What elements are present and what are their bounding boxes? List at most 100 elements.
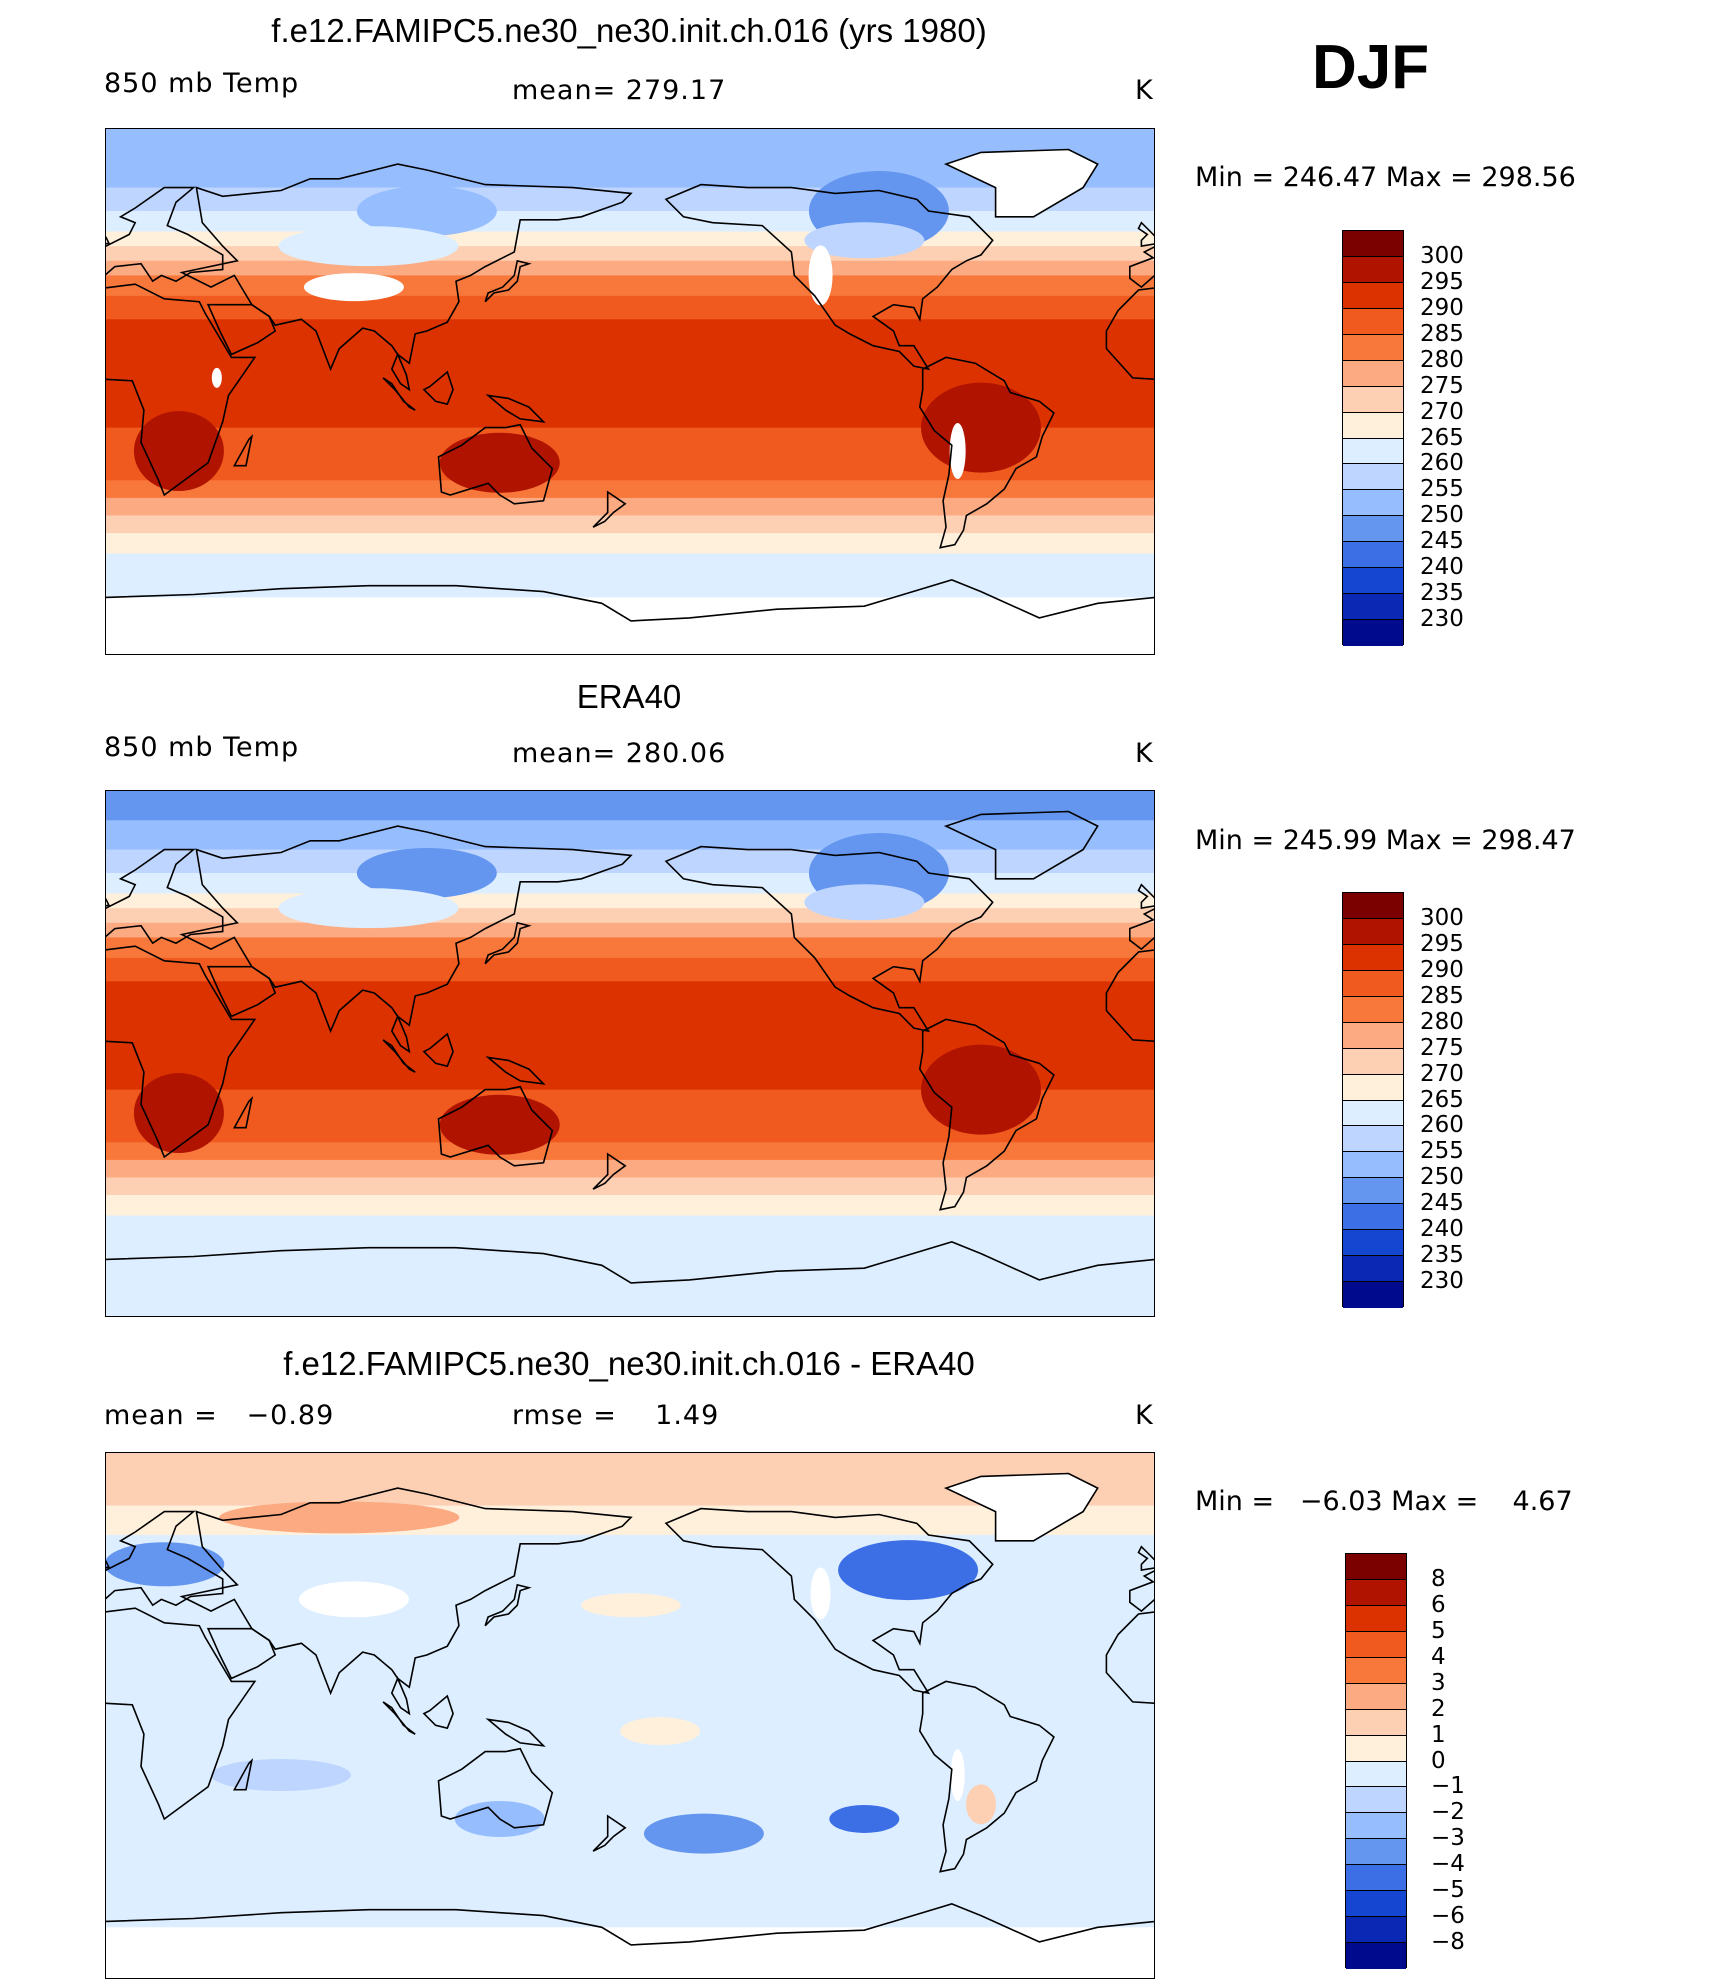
temperature-band: [106, 1236, 1154, 1260]
coastline-asia: [179, 163, 633, 372]
colorbar-box: [1343, 1126, 1403, 1153]
colorbar-label: 1: [1431, 1721, 1446, 1748]
south-pacific-cold-bias: [643, 1813, 764, 1854]
coastline-antarctica: [106, 1903, 1154, 1946]
colorbar-label: 5: [1431, 1617, 1446, 1644]
colorbar-label: 280: [1420, 1008, 1464, 1035]
coastline-antarctica: [106, 579, 1154, 622]
colorbar-box: [1343, 308, 1403, 335]
panel-obs-units: K: [1135, 738, 1154, 769]
warm-patch-australia: [439, 1094, 560, 1155]
panel-diff-colorbar-boxes: [1345, 1553, 1407, 1969]
colorbar-label: 300: [1420, 904, 1464, 931]
panel-obs-map: [105, 790, 1155, 1317]
temperature-band: [106, 1215, 1154, 1237]
cold-patch-siberia: [356, 847, 497, 898]
colorbar-label: 290: [1420, 294, 1464, 321]
coastline-uk: [1137, 1545, 1154, 1572]
colorbar-label: 280: [1420, 346, 1464, 373]
panel-diff-minmax: Min = −6.03 Max = 4.67: [1195, 1486, 1573, 1517]
temperature-band: [106, 849, 1154, 874]
coastline-asia: [179, 1487, 633, 1696]
panel-model-colorbar-boxes: [1342, 230, 1404, 646]
colorbar-label: 295: [1420, 930, 1464, 957]
colorbar-label: −5: [1431, 1877, 1465, 1904]
north-pacific-warm-bias: [581, 1593, 681, 1618]
panel-obs-mean-label: mean= 280.06: [512, 738, 727, 769]
temperature-band: [106, 1159, 1154, 1178]
colorbar-box: [1343, 282, 1403, 309]
panel-obs-colorbar-boxes: [1342, 892, 1404, 1308]
colorbar-label: −6: [1431, 1903, 1465, 1930]
temperature-band: [106, 872, 1154, 894]
coastline-japan: [484, 1583, 532, 1627]
colorbar-box: [1346, 1631, 1406, 1658]
colorbar-box: [1343, 1074, 1403, 1101]
colorbar-label: 285: [1420, 982, 1464, 1009]
panel-diff-map: [105, 1452, 1155, 1979]
colorbar-box: [1343, 594, 1403, 621]
panel-diff-title: f.e12.FAMIPC5.ne30_ne30.init.ch.016 - ER…: [283, 1345, 975, 1382]
panel-obs-minmax: Min = 245.99 Max = 298.47: [1195, 825, 1576, 856]
colorbar-box: [1343, 334, 1403, 361]
colorbar-box: [1343, 970, 1403, 997]
coastline-newguinea: [485, 1718, 546, 1747]
colorbar-label: −2: [1431, 1799, 1465, 1826]
colorbar-label: 270: [1420, 398, 1464, 425]
coastline-africa: [106, 945, 257, 1159]
colorbar-box: [1343, 542, 1403, 569]
colorbar-box: [1343, 1022, 1403, 1049]
colorbar-label: 4: [1431, 1643, 1446, 1670]
colorbar-label: 250: [1420, 1164, 1464, 1191]
colorbar-box: [1346, 1735, 1406, 1762]
panel-obs-colorbar: 300 295 290 285 280 275 270 265 260 255 250 245 240 2…: [1342, 892, 1542, 1308]
temperature-band: [106, 515, 1154, 534]
coastline-sumatra: [382, 1039, 416, 1073]
colorbar-label: 270: [1420, 1060, 1464, 1087]
temperature-band: [106, 497, 1154, 516]
colorbar-label: 230: [1420, 606, 1464, 633]
panel-obs-title: ERA40: [576, 678, 682, 715]
colorbar-label: 260: [1420, 450, 1464, 477]
colorbar-box: [1343, 1204, 1403, 1231]
temperature-band: [106, 553, 1154, 575]
colorbar-label: −1: [1431, 1773, 1465, 1800]
temperature-band: [106, 533, 1154, 555]
colorbar-box: [1346, 1657, 1406, 1684]
colorbar-box: [1343, 386, 1403, 413]
coastline-asia: [179, 825, 633, 1034]
coastline-japan: [484, 921, 532, 965]
missing-antarctica: [106, 603, 1154, 654]
panel-obs-variable-label: 850 mb Temp: [104, 732, 300, 763]
europe-cold-bias: [106, 1542, 225, 1587]
panel-model-map: [105, 128, 1155, 655]
coastline-namerica: [664, 1507, 994, 1695]
missing-east-africa: [211, 367, 222, 388]
missing-tibet: [303, 273, 404, 302]
coastline-nz: [592, 1814, 627, 1852]
coastline-uk: [106, 236, 111, 245]
coastline-nz: [592, 1152, 627, 1190]
colorbar-label: 2: [1431, 1695, 1446, 1722]
central-pacific-warm-bias: [620, 1717, 701, 1746]
colorbar-box: [1346, 1865, 1406, 1892]
coastline-australia: [437, 1747, 554, 1829]
colorbar-box: [1343, 918, 1403, 945]
north-america-cold-bias: [838, 1540, 979, 1601]
colorbar-label: 300: [1420, 242, 1464, 269]
colorbar-box: [1343, 490, 1403, 517]
panel-obs-colorbar-labels: 300 295 290 285 280 275 270 265 260 255 250 245 240 2…: [1420, 892, 1540, 1307]
colorbar-box: [1346, 1709, 1406, 1736]
coastline-sumatra: [382, 1701, 416, 1735]
coastline-arabia: [206, 1627, 277, 1680]
panel-diff-map-svg: [106, 1453, 1154, 1978]
coastline-greenland: [943, 148, 1099, 218]
coastline-greenland: [943, 1472, 1099, 1542]
coastline-arabia: [206, 303, 277, 356]
panel-model-title: f.e12.FAMIPC5.ne30_ne30.init.ch.016 (yrs…: [271, 12, 987, 49]
colorbar-label: 290: [1420, 956, 1464, 983]
colorbar-label: 275: [1420, 1034, 1464, 1061]
coastline-greenland: [943, 810, 1099, 880]
colorbar-box: [1346, 1839, 1406, 1866]
indian-ocean-cool-bias: [211, 1759, 351, 1792]
